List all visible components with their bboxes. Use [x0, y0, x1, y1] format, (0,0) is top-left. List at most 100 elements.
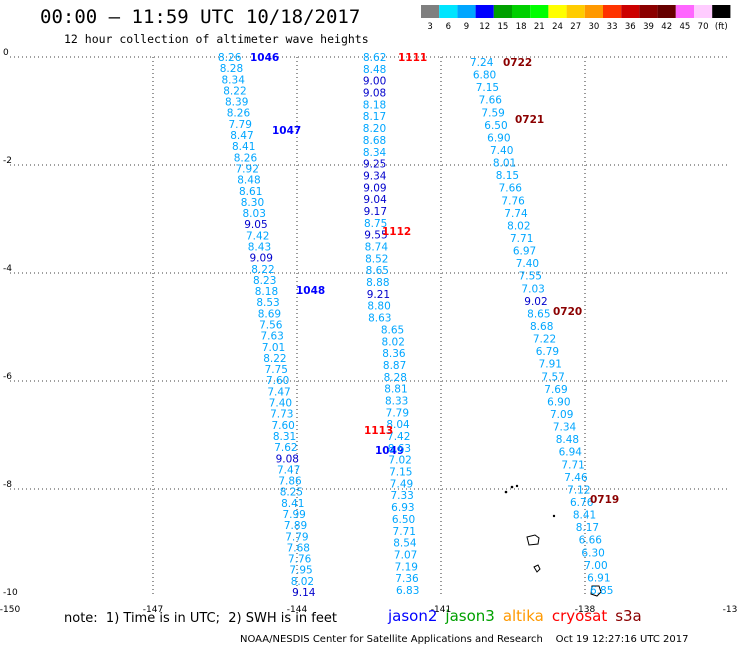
satellite-legend-jason3: jason3: [445, 607, 495, 625]
island-outline: [526, 534, 540, 546]
wave-height-value: 8.43: [248, 241, 271, 253]
wave-height-value: 8.34: [363, 147, 387, 159]
wave-height-value: 8.65: [381, 324, 404, 336]
wave-height-value: 7.74: [504, 208, 528, 220]
wave-height-value: 9.04: [363, 194, 387, 206]
wave-height-value: 7.86: [278, 476, 302, 488]
colorbar-swatch: [548, 5, 567, 18]
pass-time-label: 1111: [398, 52, 427, 64]
track-c: 7.246.807.157.667.596.506.907.408.018.15…: [470, 57, 619, 597]
wave-height-value: 8.48: [556, 434, 579, 446]
pass-time-label: 0719: [590, 494, 619, 506]
wave-height-value: 8.36: [382, 348, 406, 360]
credit-line: NOAA/NESDIS Center for Satellite Applica…: [240, 634, 689, 645]
wave-height-value: 6.90: [487, 132, 510, 144]
colorbar-swatch: [603, 5, 622, 18]
wave-height-value: 7.76: [288, 554, 312, 566]
colorbar-swatch: [475, 5, 494, 18]
wave-height-value: 7.09: [550, 409, 573, 421]
wave-height-value: 9.09: [250, 253, 273, 265]
wave-height-value: 8.88: [366, 277, 389, 289]
island-dot: [552, 514, 556, 518]
colorbar-label: 30: [588, 22, 599, 32]
wave-height-value: 8.75: [364, 218, 387, 230]
wave-height-value: 8.63: [368, 313, 391, 325]
wave-height-colorbar: 3 6 9 12 15 18 21 24 27 30 33 36 39 42 45 70 (ft): [421, 5, 731, 32]
colorbar-label: 70: [698, 22, 709, 32]
wave-height-value: 8.41: [232, 141, 255, 153]
wave-height-value: 7.60: [271, 420, 294, 432]
wave-height-value: 8.28: [384, 372, 407, 384]
wave-height-value: 8.22: [251, 264, 274, 276]
wave-height-value: 8.25: [280, 487, 303, 499]
x-tick-label: -13: [723, 605, 738, 615]
wave-height-value: 7.03: [521, 283, 544, 295]
wave-height-value: 8.80: [367, 301, 390, 313]
wave-height-value: 9.00: [363, 76, 386, 88]
wave-height-value: 7.00: [584, 560, 607, 572]
wave-height-value: 7.71: [393, 526, 416, 538]
wave-height-value: 9.02: [524, 296, 547, 308]
wave-height-value: 8.69: [258, 308, 281, 320]
wave-height-value: 8.26: [234, 152, 258, 164]
colorbar-swatch: [712, 5, 731, 18]
y-tick-label: -8: [3, 480, 12, 490]
colorbar-label: 3: [427, 22, 432, 32]
wave-height-value: 7.62: [274, 442, 297, 454]
colorbar-swatch: [621, 5, 640, 18]
pass-time-label: 1046: [250, 52, 279, 64]
pass-time-label: 1113: [364, 425, 393, 437]
track-b: 8.628.489.009.088.188.178.208.688.349.25…: [363, 52, 427, 597]
wave-height-value: 8.18: [255, 286, 278, 298]
wave-height-value: 8.23: [253, 275, 276, 287]
x-tick-label: -141: [431, 605, 451, 615]
x-tick-label: -138: [575, 605, 596, 615]
wave-height-value: 9.08: [276, 453, 299, 465]
wave-height-value: 8.63: [388, 443, 411, 455]
wave-height-value: 7.68: [287, 542, 310, 554]
wave-height-value: 7.71: [561, 459, 584, 471]
wave-height-value: 7.46: [564, 472, 588, 484]
colorbar-label: 6: [446, 22, 451, 32]
wave-height-value: 8.74: [365, 242, 389, 254]
map-axes: -150 -147 -144 -141 -138 -13 0 -2 -4 -6 -8 -10: [0, 48, 737, 615]
wave-height-value: 7.73: [270, 409, 293, 421]
page-subtitle: 12 hour collection of altimeter wave hei…: [64, 32, 369, 46]
wave-height-value: 7.19: [395, 561, 418, 573]
altimeter-tracks: 8.268.288.348.228.398.267.798.478.418.26…: [218, 52, 619, 599]
wave-height-value: 8.52: [365, 253, 388, 265]
wave-height-value: 8.31: [273, 431, 296, 443]
wave-height-value: 7.01: [262, 342, 285, 354]
wave-height-value: 6.79: [536, 346, 559, 358]
wave-height-value: 8.22: [263, 353, 286, 365]
wave-height-value: 6.66: [579, 535, 603, 547]
colorbar-label: 36: [625, 22, 636, 32]
colorbar-label: 12: [479, 22, 490, 32]
x-tick-label: -150: [0, 605, 20, 615]
wave-height-value: 8.17: [576, 522, 599, 534]
track-a: 8.268.288.348.228.398.267.798.478.418.26…: [218, 52, 404, 599]
colorbar-label: (ft): [715, 22, 728, 32]
satellite-legend: jason2 jason3 altika cryosat s3a: [388, 607, 650, 625]
satellite-legend-altika: altika: [502, 607, 544, 625]
wave-height-value: 7.15: [389, 467, 412, 479]
wave-height-value: 8.47: [230, 130, 253, 142]
wave-height-value: 6.97: [513, 246, 536, 258]
wave-height-value: 7.76: [501, 195, 525, 207]
wave-height-value: 8.03: [243, 208, 266, 220]
colorbar-swatch: [639, 5, 658, 18]
wave-height-value: 7.34: [553, 422, 577, 434]
page-title: 00:00 – 11:59 UTC 10/18/2017: [40, 6, 361, 28]
colorbar-label: 15: [497, 22, 508, 32]
y-tick-label: 0: [3, 48, 9, 58]
wave-height-value: 6.90: [547, 396, 570, 408]
wave-height-value: 7.66: [479, 95, 503, 107]
wave-height-value: 9.17: [364, 206, 387, 218]
wave-height-value: 7.22: [533, 334, 556, 346]
wave-height-value: 7.60: [266, 375, 289, 387]
x-tick-label: -144: [287, 605, 308, 615]
colorbar-label: 21: [534, 22, 545, 32]
wave-height-value: 8.54: [393, 538, 417, 550]
wave-height-value: 7.40: [490, 145, 513, 157]
wave-height-value: 8.53: [256, 297, 279, 309]
